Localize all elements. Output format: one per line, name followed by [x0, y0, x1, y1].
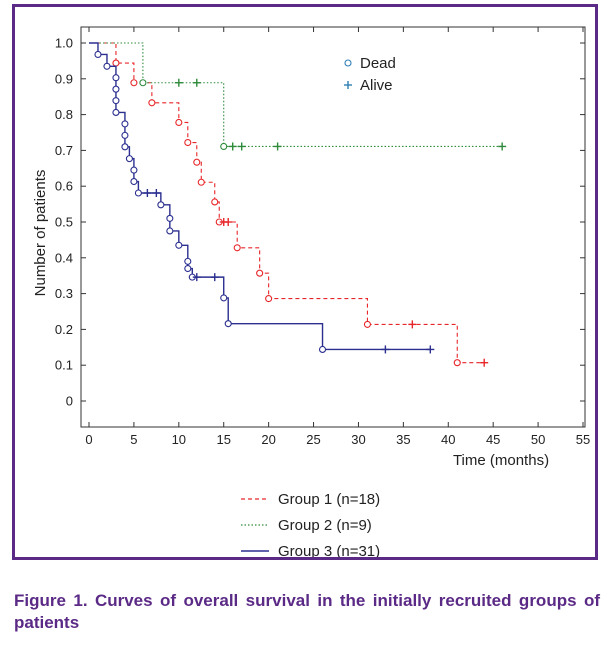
dead-marker [130, 166, 138, 174]
dead-marker [112, 74, 120, 82]
y-tick-label: 0.2 [55, 322, 73, 337]
dead-marker [197, 178, 205, 186]
dead-marker [139, 79, 147, 87]
alive-marker [192, 273, 201, 282]
survival-chart: 0 5 10 15 20 25 30 35 40 45 50 55 0 0.1 0.2 0.3 0.4 0.5 0.… [32, 26, 590, 557]
dead-marker [157, 201, 165, 209]
y-axis-label: Number of patients [32, 170, 49, 297]
survival-curve-1 [89, 42, 485, 364]
alive-legend-marker [344, 81, 352, 89]
dead-marker [103, 62, 111, 70]
alive-marker [408, 320, 417, 329]
x-tick-label: 55 [576, 432, 590, 447]
figure-frame: 0 5 10 15 20 25 30 35 40 45 50 55 0 0.1 0.2 0.3 0.4 0.5 0.… [12, 4, 598, 560]
dead-marker [112, 108, 120, 117]
survival-curve-2 [89, 42, 503, 148]
plot-border [80, 26, 586, 428]
x-tick-label: 5 [130, 432, 137, 447]
x-tick-label: 30 [351, 432, 365, 447]
alive-marker [426, 345, 435, 354]
dead-marker [94, 50, 102, 59]
series-legend-label: Group 2 (n=9) [278, 517, 372, 534]
dead-marker [256, 269, 264, 277]
dead-marker [112, 97, 120, 105]
alive-marker [143, 189, 152, 198]
y-tick-label: 0.3 [55, 286, 73, 301]
y-tick-label: 0.7 [55, 143, 73, 158]
alive-marker [480, 358, 489, 367]
dead-marker [121, 143, 129, 151]
x-tick-label: 40 [441, 432, 455, 447]
alive-marker [498, 142, 507, 151]
dead-marker [112, 59, 120, 67]
y-tick-label: 0.1 [55, 358, 73, 373]
alive-marker [152, 189, 161, 198]
series-legend-label: Group 3 (n=31) [278, 543, 380, 557]
axis-ticks: 0 5 10 15 20 25 30 35 40 45 50 55 0 0.1 0.2 0.3 0.4 0.5 0.… [55, 27, 590, 447]
alive-marker [273, 142, 282, 151]
y-tick-label: 0.9 [55, 71, 73, 86]
series-legend: Group 1 (n=18) Group 2 (n=9) Group 3 (n=31… [241, 491, 380, 557]
dead-marker [220, 142, 228, 151]
marker-legend: Dead Alive [344, 55, 396, 94]
alive-marker [210, 273, 219, 282]
y-tick-label: 0.5 [55, 215, 73, 230]
alive-marker [237, 142, 246, 151]
dead-marker [363, 320, 371, 328]
survival-curve-3 [89, 42, 431, 351]
y-tick-label: 0 [66, 394, 73, 409]
x-tick-label: 0 [85, 432, 92, 447]
alive-marker [192, 78, 201, 87]
plot-axes [80, 26, 586, 428]
dead-marker [175, 118, 183, 127]
series-group-2 [89, 42, 507, 151]
series-legend-label: Group 1 (n=18) [278, 491, 380, 508]
y-tick-label: 0.8 [55, 107, 73, 122]
alive-marker [381, 345, 390, 354]
dead-marker [184, 257, 192, 265]
dead-marker [112, 85, 120, 93]
dead-marker [130, 79, 138, 87]
series-group-3 [89, 42, 435, 354]
dead-marker [130, 177, 138, 186]
y-tick-label: 0.6 [55, 179, 73, 194]
dead-marker [166, 214, 174, 222]
dead-marker [193, 158, 201, 166]
dead-marker [121, 131, 129, 139]
dead-marker [175, 241, 183, 249]
marker-legend-label: Dead [360, 55, 396, 72]
x-tick-label: 15 [216, 432, 230, 447]
alive-marker [224, 218, 233, 226]
dead-marker [220, 294, 228, 302]
x-tick-label: 10 [172, 432, 186, 447]
x-tick-label: 45 [486, 432, 500, 447]
x-tick-label: 50 [531, 432, 545, 447]
dead-marker [318, 345, 327, 353]
dead-marker [233, 244, 241, 252]
marker-legend-label: Alive [360, 77, 393, 94]
dead-marker [184, 264, 192, 273]
alive-marker [174, 78, 183, 87]
dead-marker [453, 359, 461, 367]
dead-marker [265, 295, 273, 303]
x-tick-label: 35 [396, 432, 410, 447]
series-layer [89, 42, 507, 367]
alive-marker [228, 142, 237, 151]
x-tick-label: 25 [306, 432, 320, 447]
dead-marker [184, 138, 192, 147]
dead-legend-marker [344, 59, 352, 67]
y-tick-label: 0.4 [55, 250, 73, 265]
dead-marker [134, 189, 142, 197]
dead-marker [166, 227, 174, 235]
figure-caption: Figure 1. Curves of overall survival in … [14, 591, 600, 632]
x-tick-label: 20 [261, 432, 275, 447]
x-axis-label: Time (months) [453, 452, 549, 469]
dead-marker [121, 120, 129, 128]
dead-marker [211, 198, 219, 206]
y-tick-label: 1.0 [55, 36, 73, 51]
dead-marker [148, 99, 156, 107]
series-group-1 [89, 42, 489, 367]
dead-marker [224, 320, 232, 328]
dead-marker [125, 155, 133, 163]
